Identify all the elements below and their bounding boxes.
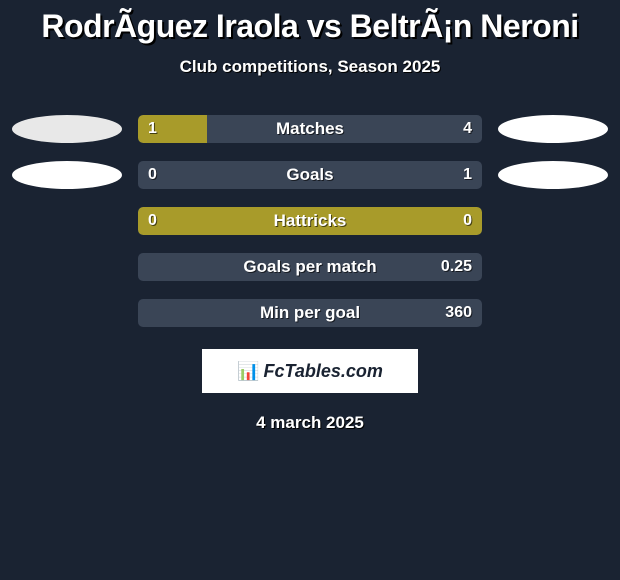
stat-label: Min per goal — [138, 303, 482, 323]
stats-row: 0Hattricks0 — [0, 207, 620, 235]
stat-label: Goals per match — [138, 257, 482, 277]
player-badge-right — [498, 115, 608, 143]
subtitle: Club competitions, Season 2025 — [0, 57, 620, 77]
stat-value-right: 0 — [463, 212, 472, 230]
stat-value-right: 360 — [445, 304, 472, 322]
stats-row: 0Goals1 — [0, 161, 620, 189]
player-badge-right — [498, 161, 608, 189]
date-label: 4 march 2025 — [0, 413, 620, 433]
stat-label: Goals — [138, 165, 482, 185]
stat-label: Matches — [138, 119, 482, 139]
stat-bar: 0Goals1 — [138, 161, 482, 189]
stats-area: 1Matches40Goals10Hattricks0Goals per mat… — [0, 115, 620, 327]
stat-bar: 0Hattricks0 — [138, 207, 482, 235]
player-badge-left — [12, 115, 122, 143]
stats-row: Min per goal360 — [0, 299, 620, 327]
infographic-container: RodrÃ­guez Iraola vs BeltrÃ¡n Neroni Clu… — [0, 0, 620, 433]
stat-value-right: 1 — [463, 166, 472, 184]
stat-bar: Goals per match0.25 — [138, 253, 482, 281]
page-title: RodrÃ­guez Iraola vs BeltrÃ¡n Neroni — [0, 8, 620, 45]
stat-value-right: 4 — [463, 120, 472, 138]
stats-row: Goals per match0.25 — [0, 253, 620, 281]
stat-value-right: 0.25 — [441, 258, 472, 276]
stat-label: Hattricks — [138, 211, 482, 231]
branding-text: FcTables.com — [264, 361, 383, 382]
branding-box: 📊 FcTables.com — [202, 349, 418, 393]
stats-row: 1Matches4 — [0, 115, 620, 143]
stat-bar: Min per goal360 — [138, 299, 482, 327]
player-badge-left — [12, 161, 122, 189]
stat-bar: 1Matches4 — [138, 115, 482, 143]
chart-icon: 📊 — [237, 361, 259, 382]
